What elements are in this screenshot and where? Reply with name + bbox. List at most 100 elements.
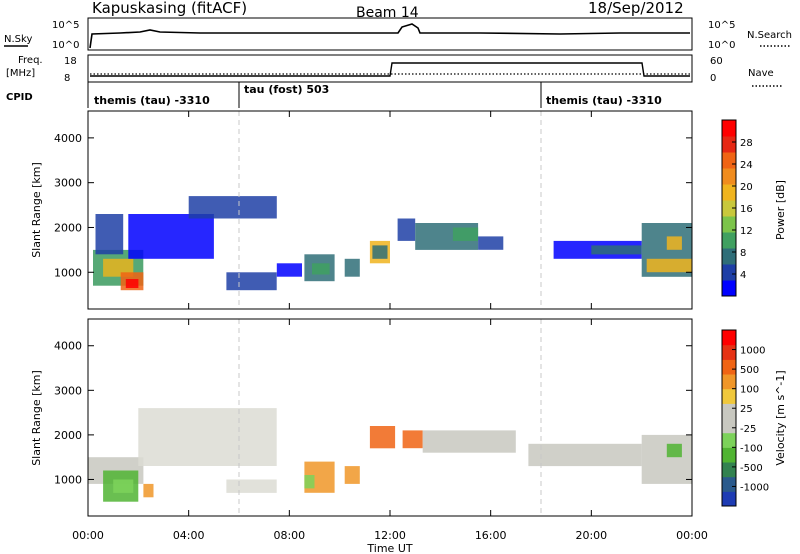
freq-tick-top: 18 xyxy=(64,56,77,67)
power-colorbar-swatch-6 xyxy=(722,184,736,201)
power-panel-frame xyxy=(87,110,693,310)
nave-tick-bottom: 0 xyxy=(710,73,716,84)
power-colorbar-tick-label-2: 20 xyxy=(740,182,753,193)
velocity-colorbar-tick-label-6: -500 xyxy=(740,463,763,474)
velocity-colorbar-label: Velocity [m s^-1] xyxy=(774,370,787,465)
velocity-colorbar-swatch-5 xyxy=(722,418,736,434)
power-colorbar-tick-label-5: 8 xyxy=(740,248,746,259)
scatter-patch-power-5 xyxy=(128,214,214,259)
power-heatmap xyxy=(93,196,692,291)
freq-panel xyxy=(87,54,693,83)
power-colorbar-swatch-7 xyxy=(722,168,736,185)
power-colorbar-swatch-3 xyxy=(722,232,736,249)
velocity-colorbar-tick-label-1: 500 xyxy=(740,365,759,376)
scatter-patch-velocity-5 xyxy=(226,479,277,493)
velocity-colorbar-swatch-4 xyxy=(722,432,736,448)
scatter-patch-power-14 xyxy=(397,218,416,241)
y-tick-label-power-3000: 3000 xyxy=(54,177,82,190)
scatter-patch-velocity-11 xyxy=(422,430,516,453)
power-colorbar-swatch-8 xyxy=(722,152,736,169)
velocity-colorbar-swatch-6 xyxy=(722,403,736,419)
cpid-segment-3: themis (tau) -3310 xyxy=(546,94,662,107)
scatter-patch-velocity-14 xyxy=(666,443,682,458)
nsky-panel xyxy=(87,17,693,51)
power-colorbar-swatch-9 xyxy=(722,136,736,153)
y-tick-label-velocity-4000: 4000 xyxy=(54,340,82,353)
velocity-colorbar-swatch-0 xyxy=(722,491,736,507)
velocity-colorbar-tick-label-2: 100 xyxy=(740,385,759,396)
power-colorbar-swatch-1 xyxy=(722,264,736,281)
power-y-axis: 1000 2000 3000 4000 xyxy=(54,132,692,279)
freq-label: Freq. xyxy=(18,55,43,66)
nsky-label: N.Sky xyxy=(4,34,32,45)
x-axis-label: Time UT xyxy=(366,542,412,554)
nsearch-label: N.Search xyxy=(747,30,792,41)
velocity-colorbar-swatch-8 xyxy=(722,374,736,390)
velocity-colorbar-tick-label-5: -100 xyxy=(740,443,763,454)
cpid-segment-1: themis (tau) -3310 xyxy=(94,94,210,107)
power-colorbar-swatch-10 xyxy=(722,120,736,137)
power-colorbar-swatch-5 xyxy=(722,200,736,217)
freq-tick-bottom: 8 xyxy=(64,73,70,84)
y-tick-label-velocity-2000: 2000 xyxy=(54,429,82,442)
x-tick-label-6: 00:00 xyxy=(676,529,708,542)
velocity-colorbar-swatch-10 xyxy=(722,344,736,360)
power-colorbar-tick-label-6: 4 xyxy=(740,270,746,281)
scatter-patch-velocity-7 xyxy=(304,475,315,489)
nsearch-tick-top: 10^5 xyxy=(708,20,735,31)
velocity-colorbar-tick-label-0: 1000 xyxy=(740,346,765,357)
scatter-patch-velocity-13 xyxy=(641,434,692,484)
y-tick-label-velocity-3000: 3000 xyxy=(54,384,82,397)
velocity-colorbar-swatch-1 xyxy=(722,476,736,492)
power-y-label: Slant Range [km] xyxy=(30,162,43,258)
nave-tick-top: 60 xyxy=(710,56,723,67)
velocity-colorbar-swatch-3 xyxy=(722,447,736,463)
x-tick-label-0: 00:00 xyxy=(72,529,104,542)
velocity-colorbar-swatch-9 xyxy=(722,359,736,375)
scatter-patch-velocity-3 xyxy=(143,483,154,498)
nsearch-tick-bottom: 10^0 xyxy=(708,40,735,51)
nsky-tick-top: 10^5 xyxy=(52,20,79,31)
scatter-patch-power-19 xyxy=(591,245,642,255)
velocity-colorbar-tick-label-3: 25 xyxy=(740,404,753,415)
scatter-patch-power-17 xyxy=(478,236,504,250)
scatter-patch-velocity-9 xyxy=(369,426,396,449)
velocity-colorbar-swatch-7 xyxy=(722,388,736,404)
power-colorbar-swatch-0 xyxy=(722,280,736,297)
cpid-segment-2: tau (fost) 503 xyxy=(244,83,329,96)
x-tick-label-3: 12:00 xyxy=(374,529,406,542)
velocity-colorbar-frame xyxy=(721,329,737,507)
scatter-patch-velocity-12 xyxy=(528,443,642,467)
scatter-patch-power-21 xyxy=(646,258,692,273)
velocity-colorbar-swatch-2 xyxy=(722,462,736,478)
scatter-patch-power-1 xyxy=(103,258,134,277)
cpid-label: CPID xyxy=(6,92,33,103)
x-tick-label-1: 04:00 xyxy=(173,529,205,542)
power-colorbar-tick-label-3: 16 xyxy=(740,204,753,215)
nsky-line xyxy=(89,23,690,49)
power-colorbar-swatch-2 xyxy=(722,248,736,265)
beam-title: Beam 14 xyxy=(356,5,419,21)
x-tick-label-4: 16:00 xyxy=(475,529,507,542)
scatter-patch-power-3 xyxy=(125,279,139,288)
power-colorbar: 28 24 20 16 12 8 4 xyxy=(721,119,753,297)
freq-line xyxy=(90,62,690,77)
scatter-patch-velocity-4 xyxy=(138,408,277,466)
velocity-colorbar-tick-label-7: -1000 xyxy=(740,482,769,493)
scatter-patch-power-10 xyxy=(312,263,330,275)
scatter-patch-velocity-10 xyxy=(402,430,423,449)
date-title: 18/Sep/2012 xyxy=(588,0,684,17)
power-colorbar-tick-label-1: 24 xyxy=(740,160,753,171)
power-colorbar-label: Power [dB] xyxy=(774,180,787,240)
x-tick-label-5: 20:00 xyxy=(575,529,607,542)
x-tick-label-2: 08:00 xyxy=(273,529,305,542)
scatter-patch-power-22 xyxy=(666,236,682,250)
scatter-patch-power-13 xyxy=(372,245,388,259)
scatter-patch-power-11 xyxy=(344,258,360,277)
y-tick-label-power-1000: 1000 xyxy=(54,266,82,279)
velocity-heatmap xyxy=(88,408,692,502)
velocity-colorbar-swatch-11 xyxy=(722,330,736,346)
velocity-colorbar-tick-label-4: -25 xyxy=(740,424,756,435)
nsky-tick-bottom: 10^0 xyxy=(52,40,79,51)
